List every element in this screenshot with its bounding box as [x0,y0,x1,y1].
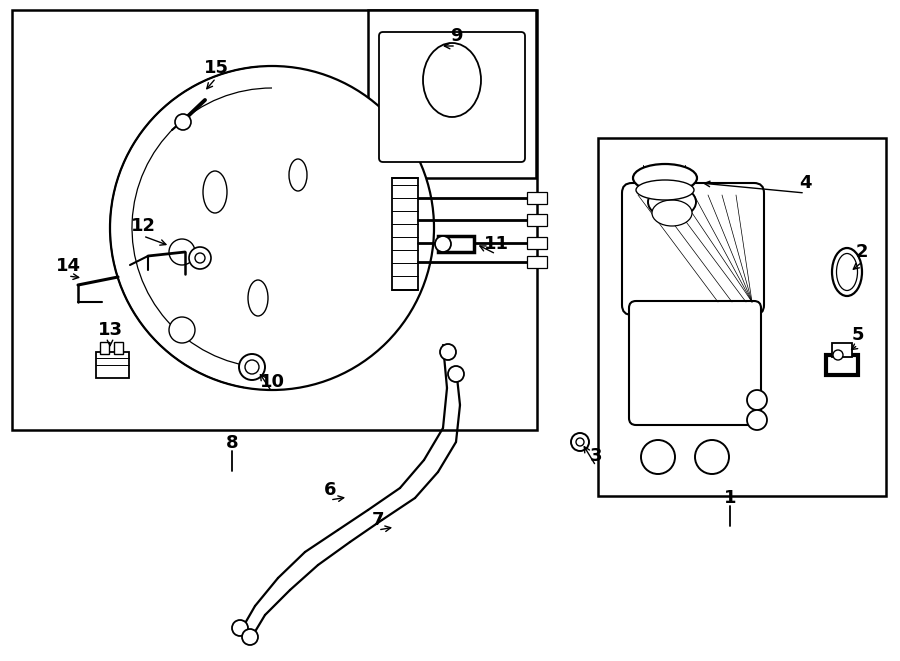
Circle shape [440,344,456,360]
Text: 1: 1 [724,489,736,507]
Bar [598,138,886,496]
Bar [392,178,418,290]
Ellipse shape [203,171,227,213]
Text: 14: 14 [56,257,80,275]
Text: 15: 15 [203,59,229,77]
Ellipse shape [836,254,858,290]
Text: 5: 5 [851,326,864,344]
Circle shape [571,433,589,451]
Bar [527,192,547,204]
Bar [114,342,123,354]
Text: 6: 6 [324,481,337,499]
Text: 2: 2 [856,243,868,261]
Circle shape [833,350,843,360]
Ellipse shape [652,200,692,226]
Bar [826,355,858,375]
Circle shape [747,410,767,430]
FancyBboxPatch shape [622,183,764,315]
Bar [832,343,852,357]
Ellipse shape [248,280,268,316]
Circle shape [245,360,259,374]
Circle shape [195,253,205,263]
Circle shape [448,366,464,382]
Bar [368,10,536,178]
Bar [527,214,547,226]
Bar [100,342,109,354]
Ellipse shape [633,164,697,192]
Text: 7: 7 [372,511,384,529]
Circle shape [695,440,729,474]
Text: 13: 13 [97,321,122,339]
Ellipse shape [832,248,862,296]
Circle shape [747,390,767,410]
Ellipse shape [636,180,694,200]
Bar [96,352,129,378]
Text: 11: 11 [483,235,508,253]
Bar [12,10,537,430]
Circle shape [242,629,258,645]
Bar [527,237,547,249]
Text: 8: 8 [226,434,239,452]
Circle shape [110,66,434,390]
Text: 3: 3 [590,447,602,465]
Circle shape [189,247,211,269]
Circle shape [175,114,191,130]
FancyBboxPatch shape [379,32,525,162]
FancyBboxPatch shape [629,301,761,425]
Circle shape [232,620,248,636]
Circle shape [169,239,195,265]
Circle shape [239,354,265,380]
Circle shape [169,317,195,343]
Text: 4: 4 [799,174,811,192]
Text: 12: 12 [130,217,156,235]
Ellipse shape [289,159,307,191]
Ellipse shape [423,43,481,117]
Text: 9: 9 [450,27,463,45]
Bar [438,236,474,252]
Bar [527,256,547,268]
Circle shape [641,440,675,474]
Text: 10: 10 [259,373,284,391]
Ellipse shape [648,186,696,218]
Circle shape [435,236,451,252]
Circle shape [576,438,584,446]
